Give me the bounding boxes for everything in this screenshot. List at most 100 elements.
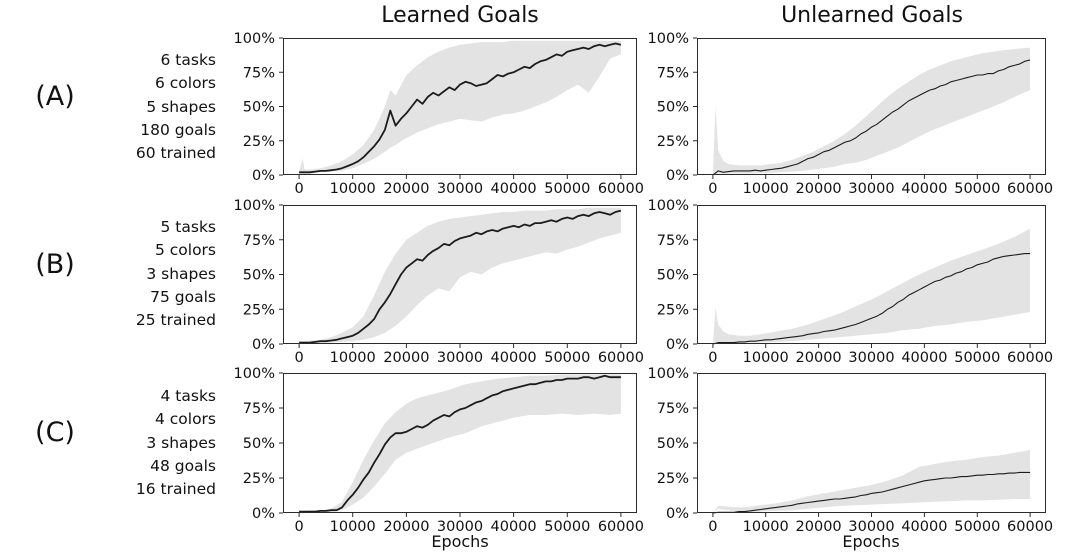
- chart-c-learned-goals: 0 10000 20000 30000 40000 50000 60000 0% 25% 50% 7…: [234, 366, 644, 535]
- x-tick-label: 0: [294, 519, 303, 535]
- row-b-config-text: 5 tasks 5 colors 3 shapes 75 goals 25 tr…: [56, 216, 216, 332]
- x-tick-label: 10000: [743, 350, 789, 366]
- x-tick-label: 40000: [491, 181, 537, 197]
- y-tick-label: 75%: [243, 65, 275, 81]
- y-tick-label: 0%: [252, 337, 275, 353]
- row-c-config-text: 4 tasks 4 colors 3 shapes 48 goals 16 tr…: [56, 385, 216, 501]
- x-tick-label: 60000: [598, 181, 644, 197]
- y-tick-label: 100%: [234, 366, 275, 382]
- x-tick-label: 10000: [330, 519, 376, 535]
- x-tick-label: 40000: [491, 350, 537, 366]
- confidence-band: [712, 228, 1031, 344]
- x-tick-label: 10000: [330, 350, 376, 366]
- axes-spines: [283, 38, 637, 175]
- mean-success-line: [712, 59, 1031, 176]
- x-tick-label: 50000: [954, 181, 1000, 197]
- x-tick-label: 20000: [383, 181, 429, 197]
- y-tick-label: 75%: [657, 65, 689, 81]
- confidence-band: [712, 450, 1031, 513]
- y-tick-label: 100%: [648, 366, 689, 382]
- axes-spines: [283, 205, 637, 344]
- x-tick-label: 20000: [796, 519, 842, 535]
- plot-svg: 0 10000 20000 30000 40000 50000 60000 0% 25% 50% 7…: [648, 198, 1054, 366]
- plot-svg: 0 10000 20000 30000 40000 50000 60000 0% 25% 50% 7…: [234, 198, 644, 366]
- x-tick-label: 0: [708, 350, 717, 366]
- y-tick-label: 0%: [666, 168, 689, 184]
- y-tick-label: 75%: [657, 233, 689, 249]
- chart-a-unlearned-goals: 0 10000 20000 30000 40000 50000 60000 0% 25% 50% 7…: [648, 31, 1054, 197]
- y-tick-label: 25%: [243, 134, 275, 150]
- confidence-band: [299, 40, 621, 174]
- chart-a-learned-goals: 0 10000 20000 30000 40000 50000 60000 0% 25% 50% 7…: [234, 31, 644, 197]
- row-b-trained: 25 trained: [135, 311, 216, 330]
- row-a-shapes: 5 shapes: [146, 97, 216, 116]
- x-tick-label: 30000: [437, 350, 483, 366]
- chart-b-learned-goals: 0 10000 20000 30000 40000 50000 60000 0% 25% 50% 7…: [234, 198, 644, 366]
- x-tick-label: 30000: [848, 181, 894, 197]
- x-tick-label: 40000: [901, 181, 947, 197]
- y-tick-label: 0%: [666, 506, 689, 522]
- y-tick-label: 50%: [243, 268, 275, 284]
- y-tick-label: 50%: [657, 436, 689, 452]
- row-a-config-text: 6 tasks 6 colors 5 shapes 180 goals 60 t…: [56, 49, 216, 165]
- x-tick-label: 50000: [544, 519, 590, 535]
- x-tick-label: 0: [708, 181, 717, 197]
- column-title-unlearned-goals: Unlearned Goals: [781, 3, 963, 28]
- y-tick-label: 100%: [234, 198, 275, 214]
- column-title-learned-goals: Learned Goals: [381, 3, 539, 28]
- mean-success-line: [299, 209, 622, 344]
- x-tick-label: 0: [294, 181, 303, 197]
- x-tick-label: 10000: [330, 181, 376, 197]
- x-tick-label: 30000: [848, 519, 894, 535]
- row-c-tasks: 4 tasks: [160, 387, 217, 405]
- row-c-goals: 48 goals: [150, 456, 216, 475]
- chart-b-unlearned-goals: 0 10000 20000 30000 40000 50000 60000 0% 25% 50% 7…: [648, 198, 1054, 366]
- y-tick-label: 75%: [243, 401, 275, 417]
- row-a-trained: 60 trained: [135, 144, 216, 163]
- y-tick-label: 50%: [657, 268, 689, 284]
- row-a-tasks: 6 tasks: [160, 51, 217, 69]
- x-tick-label: 10000: [743, 519, 789, 535]
- x-axis-label-learned: Epochs: [431, 532, 489, 551]
- y-tick-label: 0%: [666, 337, 689, 353]
- x-tick-label: 20000: [383, 350, 429, 366]
- row-label-c: (C): [35, 417, 75, 448]
- mean-success-line: [712, 471, 1031, 514]
- x-tick-label: 40000: [901, 519, 947, 535]
- row-b-goals: 75 goals: [150, 287, 216, 306]
- plot-svg: 0 10000 20000 30000 40000 50000 60000 0% 25% 50% 7…: [234, 31, 644, 197]
- x-tick-label: 60000: [598, 519, 644, 535]
- x-tick-label: 60000: [1007, 350, 1053, 366]
- y-tick-label: 25%: [657, 471, 689, 487]
- y-tick-label: 0%: [252, 168, 275, 184]
- row-c-trained: 16 trained: [135, 480, 216, 499]
- y-tick-label: 25%: [657, 302, 689, 318]
- x-tick-label: 50000: [544, 350, 590, 366]
- row-label-a: (A): [35, 81, 75, 112]
- x-tick-label: 0: [708, 519, 717, 535]
- row-b-tasks: 5 tasks: [160, 218, 217, 236]
- confidence-band: [299, 374, 621, 513]
- x-axis-label-unlearned: Epochs: [842, 532, 900, 551]
- axes-spines: [697, 373, 1046, 513]
- x-tick-label: 10000: [743, 181, 789, 197]
- confidence-band: [712, 47, 1031, 175]
- axes-spines: [697, 38, 1046, 175]
- y-tick-label: 100%: [234, 31, 275, 47]
- y-tick-label: 75%: [657, 401, 689, 417]
- y-tick-label: 100%: [648, 198, 689, 214]
- plot-svg: 0 10000 20000 30000 40000 50000 60000 0% 25% 50% 7…: [648, 31, 1054, 197]
- plot-svg: 0 10000 20000 30000 40000 50000 60000 0% 25% 50% 7…: [234, 366, 644, 535]
- x-tick-label: 60000: [1007, 519, 1053, 535]
- chart-c-unlearned-goals: 0 10000 20000 30000 40000 50000 60000 0% 25% 50% 7…: [648, 366, 1054, 535]
- row-label-b: (B): [35, 249, 75, 280]
- x-tick-label: 30000: [848, 350, 894, 366]
- x-tick-label: 20000: [796, 181, 842, 197]
- x-tick-label: 30000: [437, 181, 483, 197]
- mean-success-line: [299, 42, 622, 174]
- mean-success-line: [712, 253, 1031, 345]
- confidence-band: [299, 207, 621, 344]
- y-tick-label: 100%: [648, 31, 689, 47]
- x-tick-label: 60000: [598, 350, 644, 366]
- axes-spines: [283, 373, 637, 513]
